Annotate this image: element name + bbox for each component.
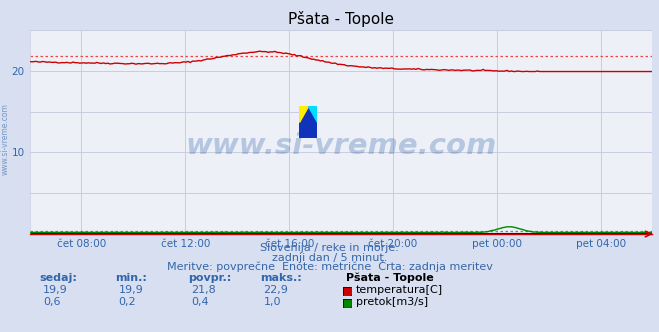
Text: Slovenija / reke in morje.: Slovenija / reke in morje.: [260, 243, 399, 253]
Text: 21,8: 21,8: [191, 285, 216, 295]
Text: 22,9: 22,9: [264, 285, 289, 295]
Title: Pšata - Topole: Pšata - Topole: [288, 11, 394, 27]
Text: Pšata - Topole: Pšata - Topole: [346, 272, 434, 283]
Text: 19,9: 19,9: [43, 285, 68, 295]
Text: Meritve: povprečne  Enote: metrične  Črta: zadnja meritev: Meritve: povprečne Enote: metrične Črta:…: [167, 260, 492, 272]
Text: zadnji dan / 5 minut.: zadnji dan / 5 minut.: [272, 253, 387, 263]
Polygon shape: [299, 106, 308, 122]
Text: www.si-vreme.com: www.si-vreme.com: [185, 132, 497, 160]
Text: min.:: min.:: [115, 273, 147, 283]
Polygon shape: [308, 106, 317, 122]
Text: 0,2: 0,2: [119, 297, 136, 307]
Text: www.si-vreme.com: www.si-vreme.com: [1, 104, 10, 175]
Text: 0,4: 0,4: [191, 297, 209, 307]
Text: maks.:: maks.:: [260, 273, 302, 283]
Text: pretok[m3/s]: pretok[m3/s]: [356, 297, 428, 307]
Text: 1,0: 1,0: [264, 297, 281, 307]
Polygon shape: [299, 106, 317, 138]
Text: temperatura[C]: temperatura[C]: [356, 285, 443, 295]
Text: 19,9: 19,9: [119, 285, 144, 295]
Text: sedaj:: sedaj:: [40, 273, 77, 283]
Text: 0,6: 0,6: [43, 297, 61, 307]
Text: povpr.:: povpr.:: [188, 273, 231, 283]
